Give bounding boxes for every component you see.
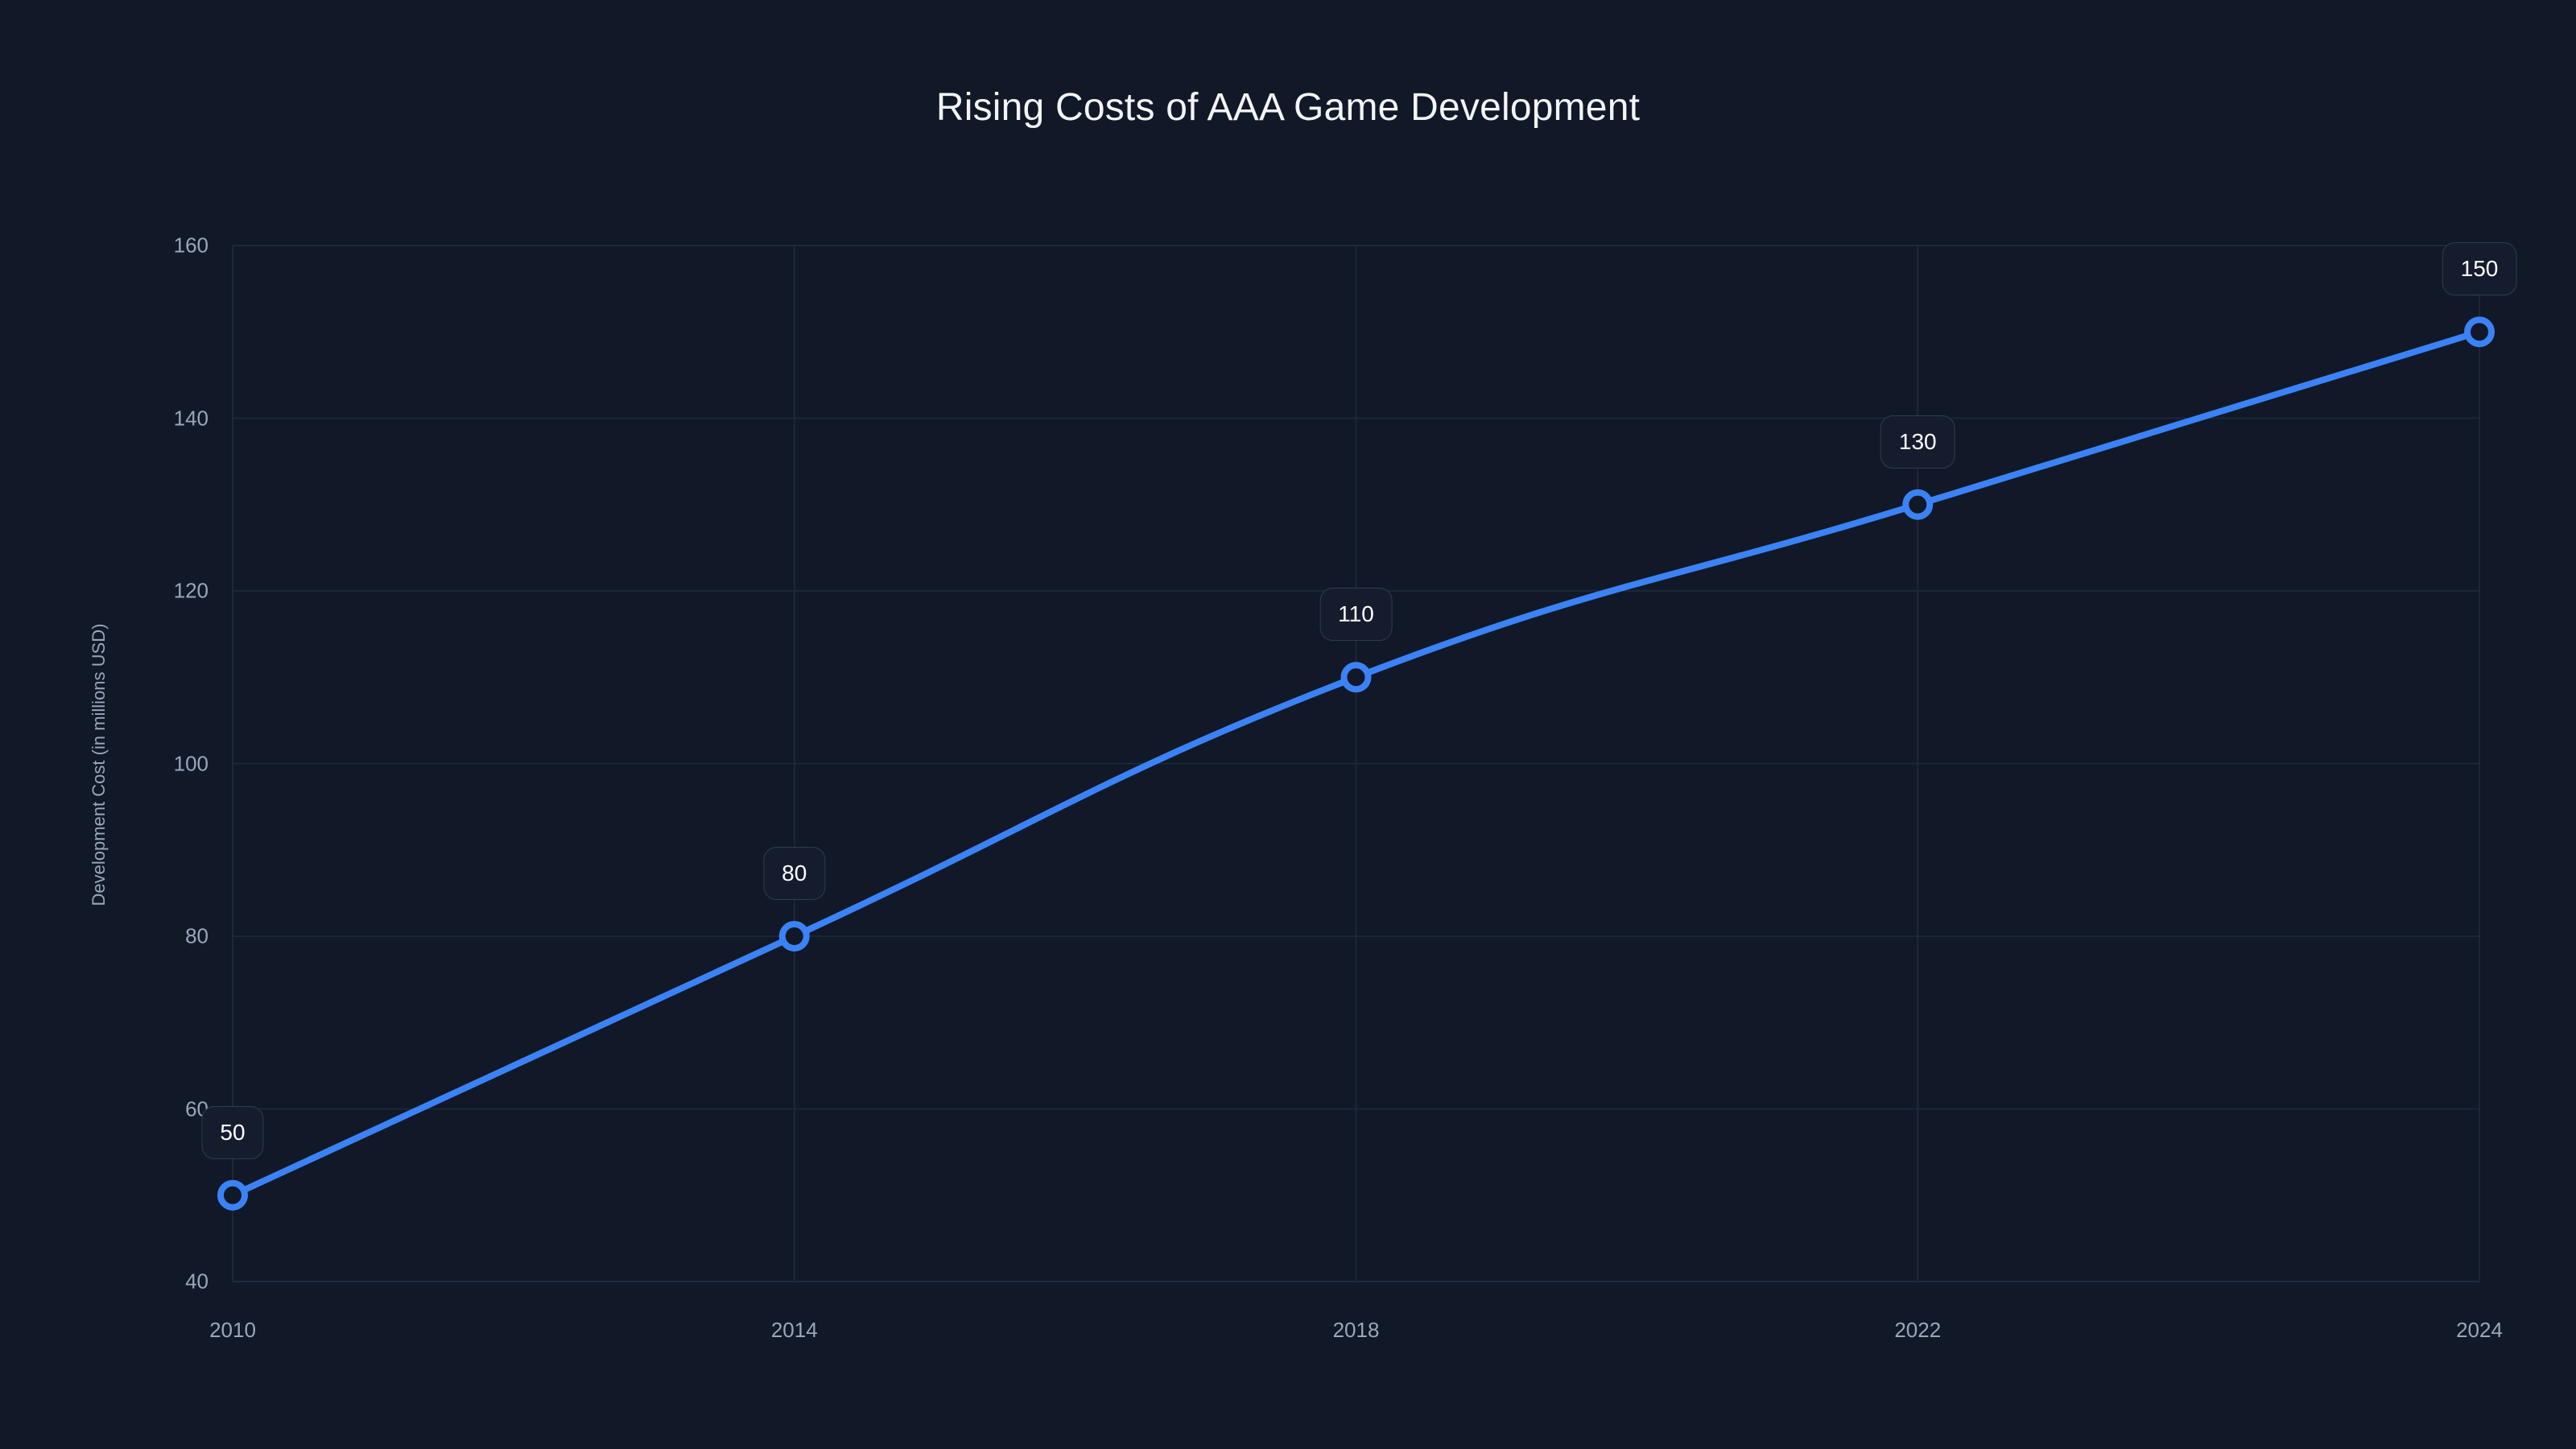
data-point-value-label: 110 [1319,588,1393,642]
chart-title: Rising Costs of AAA Game Development [935,86,1641,129]
data-point-value-label: 50 [201,1105,264,1159]
data-point-value-label: 130 [1880,415,1955,469]
data-point-marker[interactable] [778,921,810,952]
x-axis-tick-label: 2024 [2456,1318,2503,1342]
data-point-value-label: 150 [2442,242,2517,296]
x-axis-tick-label: 2018 [1332,1318,1380,1342]
data-point-marker[interactable] [1902,489,1934,520]
data-point-marker[interactable] [217,1179,248,1211]
x-axis-tick-label: 2022 [1894,1318,1942,1342]
y-axis-tick-label: 40 [185,1269,208,1294]
data-point-marker[interactable] [2464,316,2495,348]
y-axis-tick-label: 100 [173,751,208,775]
y-axis-tick-label: 160 [173,233,208,258]
data-point-markers[interactable] [217,316,2495,1211]
x-axis-tick-label: 2014 [770,1318,818,1342]
y-axis-tick-label: 80 [185,923,208,948]
x-axis-tick-label: 2010 [209,1318,256,1342]
data-point-marker[interactable] [1340,662,1372,693]
gridlines [232,245,2480,1283]
data-point-value-label: 80 [763,847,826,900]
y-axis-tick-label: 140 [173,406,208,430]
y-axis-tick-label: 120 [173,578,208,603]
